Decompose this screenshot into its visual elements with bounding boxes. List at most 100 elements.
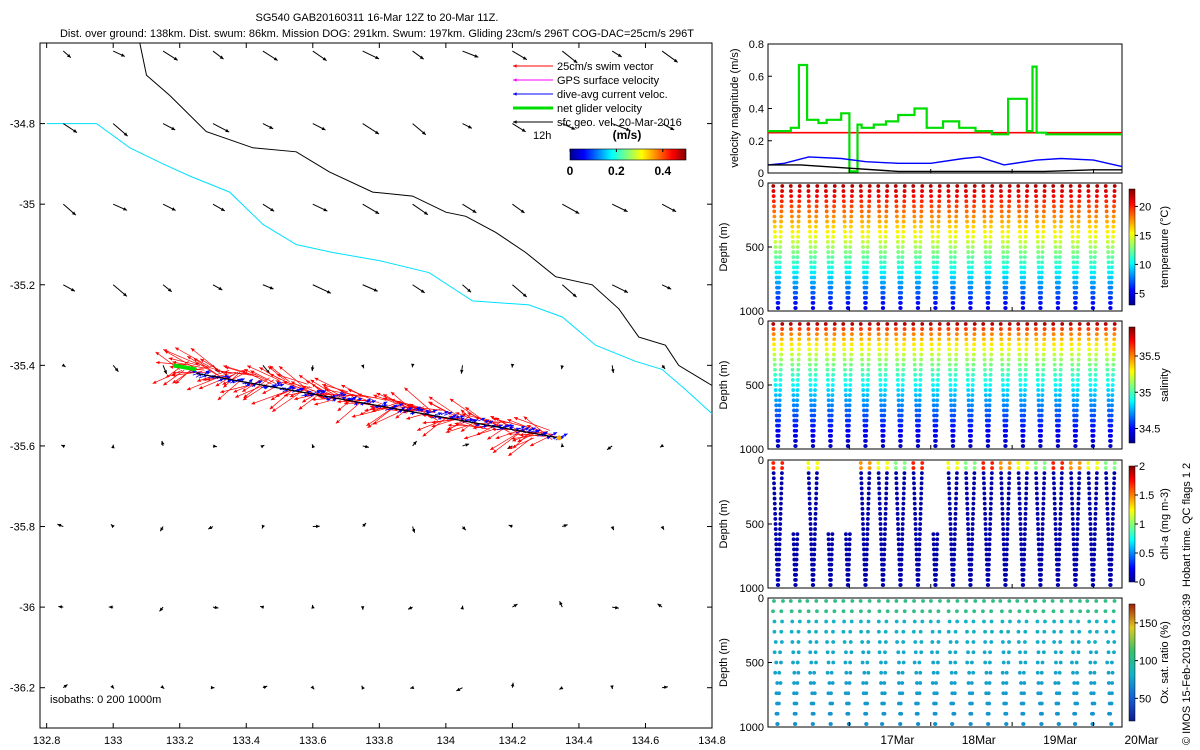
profile-marker	[848, 372, 853, 377]
profile-marker	[864, 285, 869, 290]
profile-marker	[1071, 383, 1075, 387]
profile-marker	[899, 295, 903, 300]
swim-vector-head	[215, 382, 220, 387]
profile-marker	[898, 578, 903, 582]
profile-marker	[1006, 511, 1010, 516]
profile-marker	[1051, 189, 1056, 193]
profile-marker	[935, 660, 940, 665]
geo-velocity-vector-head	[123, 207, 128, 211]
swim-vector-head	[517, 438, 522, 442]
profile-marker	[1094, 481, 1099, 486]
profile-marker	[796, 629, 801, 634]
profile-marker	[971, 511, 975, 516]
profile-marker	[1016, 189, 1021, 193]
profile-marker	[1021, 290, 1026, 295]
profile-marker	[969, 270, 974, 275]
geo-velocity-vector-head	[310, 685, 315, 690]
profile-marker	[1007, 189, 1012, 193]
profile-marker	[864, 711, 869, 716]
profile-marker	[1036, 532, 1041, 537]
profile-marker	[1016, 337, 1021, 342]
profile-marker	[843, 245, 848, 249]
profile-marker	[812, 265, 817, 270]
profile-marker	[1001, 255, 1006, 260]
profile-marker	[897, 547, 901, 552]
profile-marker	[1054, 542, 1059, 547]
profile-marker	[952, 537, 957, 542]
profile-marker	[1104, 486, 1109, 491]
profile-marker	[1093, 517, 1098, 521]
profile-marker	[919, 481, 924, 486]
profile-marker	[1016, 476, 1021, 481]
current-vector-head	[543, 431, 548, 436]
profile-marker	[1039, 428, 1044, 433]
profile-marker	[917, 691, 922, 696]
profile-marker	[916, 301, 921, 305]
profile-marker	[1019, 260, 1023, 265]
profile-marker	[791, 532, 796, 537]
profile-marker	[895, 229, 900, 234]
profile-marker	[911, 476, 916, 481]
profile-marker	[812, 280, 816, 285]
profile-marker	[1069, 491, 1074, 496]
profile-marker	[928, 619, 933, 624]
profile-marker	[965, 219, 969, 224]
profile-marker	[1040, 711, 1044, 716]
profile-marker	[1006, 224, 1011, 229]
profile-marker	[1058, 522, 1063, 526]
profile-marker	[1056, 578, 1061, 582]
profile-marker	[1039, 270, 1044, 275]
profile-marker	[860, 219, 864, 224]
profile-marker	[900, 522, 905, 526]
geo-velocity-vector-head	[360, 606, 365, 610]
swim-vector-head	[490, 416, 495, 420]
profile-marker	[795, 542, 799, 547]
profile-marker	[951, 301, 956, 305]
profile-marker	[1094, 332, 1099, 337]
profile-marker	[969, 557, 974, 562]
profile-marker	[1000, 511, 1005, 516]
current-vector-head	[354, 402, 359, 406]
profile-marker	[884, 214, 889, 219]
profile-marker	[1022, 265, 1027, 270]
current-vector-head	[358, 397, 363, 402]
profile-marker	[841, 327, 846, 331]
profile-marker	[1070, 506, 1075, 511]
profile-marker	[1104, 199, 1109, 204]
profile-marker	[1105, 234, 1110, 239]
profile-marker	[864, 681, 869, 685]
profile-marker	[885, 327, 889, 331]
profile-marker	[815, 184, 820, 188]
profile-marker	[947, 204, 951, 209]
profile-marker	[970, 522, 975, 526]
profile-marker	[877, 481, 881, 486]
profile-marker	[930, 357, 934, 362]
swim-vector-head	[428, 415, 432, 419]
profile-marker	[931, 245, 935, 249]
swim-vector-head	[242, 396, 247, 401]
map-y-tick-label: -35	[19, 199, 35, 211]
profile-marker	[1004, 670, 1009, 675]
profile-marker	[901, 367, 906, 372]
profile-marker	[1088, 629, 1092, 634]
profile-marker	[931, 260, 936, 265]
profile-marker	[860, 372, 865, 377]
profile-marker	[1004, 285, 1009, 290]
profile-frame	[767, 597, 1123, 728]
profile-marker	[953, 362, 958, 367]
profile-marker	[1092, 408, 1097, 413]
profile-marker	[797, 599, 802, 603]
current-vector-head	[280, 383, 285, 387]
profile-marker	[964, 214, 969, 219]
profile-marker	[931, 670, 936, 675]
profile-marker	[964, 194, 969, 199]
profile-marker	[828, 306, 833, 310]
profile-marker	[843, 383, 848, 387]
swim-vector-head	[247, 365, 252, 369]
profile-marker	[814, 486, 819, 491]
profile-marker	[1074, 290, 1079, 295]
profile-marker	[881, 306, 886, 310]
geo-velocity-vector-head	[71, 211, 76, 216]
profile-marker	[1106, 260, 1111, 265]
profile-marker	[987, 557, 991, 562]
